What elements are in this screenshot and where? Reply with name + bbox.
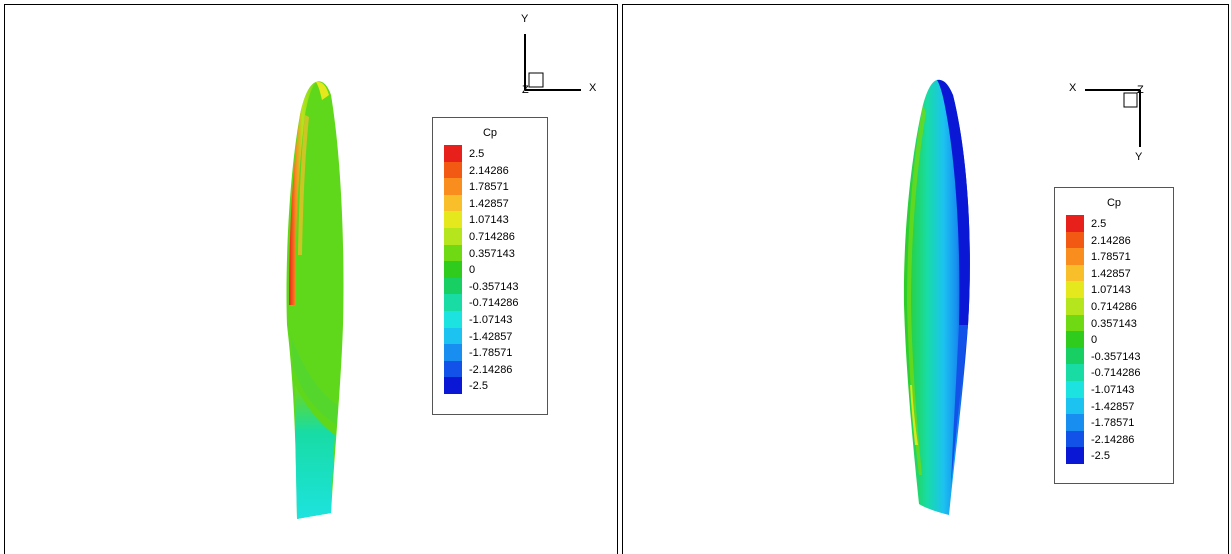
color-legend: Cp 2.5 2.14286 1.78571 1.42857 1.07143 0.7142… [1054,187,1174,484]
legend-level-label: 0.714286 [469,231,515,243]
legend-swatch [444,228,462,245]
axis-z-label: Z [522,84,529,96]
axis-z-label: Z [1137,84,1144,96]
legend-level-label: 1.78571 [469,181,509,194]
legend-level-label: -2.14286 [469,363,513,376]
legend-swatch [1066,430,1084,448]
legend-swatch [1066,314,1084,332]
legend-level-label: -0.714286 [469,297,519,310]
left-axis-triad [524,34,581,91]
legend-swatch [444,178,462,196]
right-blade-plot [903,79,970,515]
legend-level-label: -1.42857 [1091,400,1135,413]
legend-title: Cp [482,127,498,139]
legend-level-label: 2.14286 [1091,234,1131,247]
legend-title: Cp [1106,197,1122,209]
legend-level-label: 0.714286 [1091,301,1137,313]
legend-level-label: -2.5 [1091,450,1110,463]
legend-level-label: 2.5 [469,148,485,160]
legend-swatch [444,244,462,262]
legend-swatch [1066,381,1084,398]
legend-swatch [1066,347,1084,365]
legend-swatch [444,211,462,229]
legend-level-label: -1.78571 [1091,417,1135,430]
left-view-panel: Y X Z Cp 2.5 2.14286 1.78571 1.42857 1.07143… [4,4,618,554]
legend-level-label: -2.14286 [1091,433,1135,446]
legend-level-label: -1.42857 [469,330,513,343]
legend-swatch [444,277,462,295]
blade-leading-edge [289,82,316,305]
color-legend: Cp 2.5 2.14286 1.78571 1.42857 1.07143 0.7142… [432,117,548,415]
legend-swatch [1066,364,1084,382]
legend-level-label: -1.07143 [1091,384,1135,396]
legend-level-label: -0.714286 [1091,367,1141,380]
axis-x-label: X [589,82,597,94]
legend-level-label: -0.357143 [469,280,519,293]
left-blade-plot [286,81,344,519]
legend-swatch [444,261,462,279]
legend-level-label: 2.5 [1091,218,1107,230]
legend-swatch [444,294,462,312]
legend-level-label: -1.78571 [469,347,513,360]
legend-swatch [1066,264,1084,282]
legend-swatch [444,360,462,378]
legend-level-label: 1.42857 [1091,267,1131,280]
legend-level-label: 1.07143 [1091,284,1131,297]
blade-lower-region [295,385,335,519]
legend-level-label: 0 [1091,334,1098,347]
legend-swatch [1066,231,1084,249]
right-view-panel: X Y Z Cp 2.5 2.14286 1.78571 1.42857 1.07143… [622,4,1229,554]
legend-swatch [444,311,462,328]
axis-y-label: Y [521,13,529,25]
legend-level-label: 0.357143 [1091,317,1137,330]
legend-swatch [1066,331,1084,349]
legend-level-label: 1.78571 [1091,251,1131,264]
right-axis-triad [1085,89,1141,147]
axis-y-label: Y [1135,151,1143,163]
legend-swatch [1066,298,1084,315]
legend-level-label: 2.14286 [469,164,509,177]
legend-level-label: 1.07143 [469,214,509,227]
legend-swatch [444,377,462,395]
legend-level-label: -2.5 [469,380,488,393]
legend-swatch [1066,248,1084,266]
blade-surface [903,79,970,515]
legend-level-label: -0.357143 [1091,350,1141,363]
legend-level-label: -1.07143 [469,314,513,326]
legend-swatch [444,344,462,362]
legend-swatch [1066,447,1084,465]
legend-level-label: 0 [469,264,476,277]
legend-swatch [1066,397,1084,415]
legend-swatch [444,161,462,179]
legend-swatch [1066,215,1084,232]
legend-swatch [444,194,462,212]
blade-trailing-edge [937,79,970,325]
legend-swatch [444,145,462,162]
legend-swatch [444,327,462,345]
axis-x-label: X [1069,82,1077,94]
legend-swatch [1066,414,1084,432]
legend-level-label: 1.42857 [469,197,509,210]
legend-swatch [1066,281,1084,299]
legend-level-label: 0.357143 [469,247,515,260]
